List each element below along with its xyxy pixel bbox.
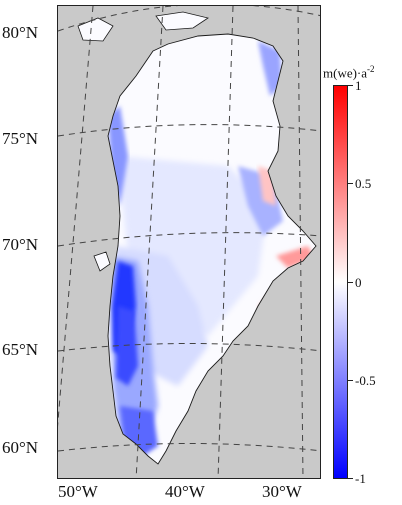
colorbar-tick <box>348 380 353 381</box>
lon-label-50w: 50°W <box>58 482 98 501</box>
lon-label-40w: 40°W <box>165 482 205 501</box>
colorbar-tick-label-neg0.5: -0.5 <box>355 373 376 388</box>
graticule <box>58 6 320 478</box>
lat-label-80n: 80°N <box>2 23 39 42</box>
parallel-70n <box>58 232 320 247</box>
island-northwest <box>77 17 114 42</box>
lon-label-30w: 30°W <box>262 482 302 501</box>
colorbar-title-text: m(we)·a <box>323 65 368 81</box>
coastline <box>107 33 317 465</box>
colorbar-tick <box>348 85 353 86</box>
meridian-40w <box>135 6 164 478</box>
parallel-80n <box>58 6 320 32</box>
parallel-65n <box>58 343 320 352</box>
lat-label-65n: 65°N <box>2 340 39 359</box>
map-panel <box>57 5 321 479</box>
colorbar-tick-label-1: 1 <box>355 78 362 93</box>
colorbar-tick-label-neg1: -1 <box>355 471 366 486</box>
colorbar-title-exponent: -2 <box>367 64 375 74</box>
colorbar-tick <box>348 183 353 184</box>
lat-label-60n: 60°N <box>2 438 39 457</box>
colorbar-tick-label-0.5: 0.5 <box>355 176 372 191</box>
colorbar <box>333 85 348 479</box>
parallel-60n <box>58 443 320 452</box>
colorbar-tick <box>348 478 353 479</box>
lat-label-75n: 75°N <box>2 129 39 148</box>
colorbar-tick-label-0: 0 <box>355 275 362 290</box>
island-north <box>155 11 209 31</box>
parallel-75n <box>58 124 320 137</box>
meridian-20w <box>297 6 304 478</box>
greenland-mass-change-map <box>58 6 320 478</box>
colorbar-tick <box>348 282 353 283</box>
colorbar-title: m(we)·a-2 <box>323 64 375 81</box>
meridian-30w <box>217 6 234 478</box>
meridian-50w <box>58 6 94 427</box>
lat-label-70n: 70°N <box>2 235 39 254</box>
island-disko <box>93 251 111 272</box>
